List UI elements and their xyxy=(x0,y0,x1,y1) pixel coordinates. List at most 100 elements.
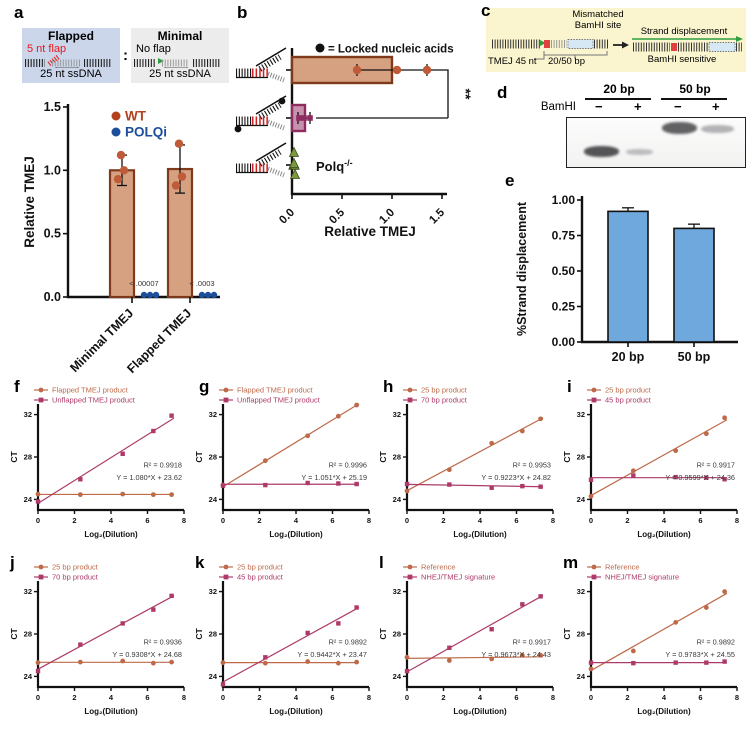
svg-text:45 bp product: 45 bp product xyxy=(605,396,652,405)
data-point xyxy=(520,483,525,489)
data-point xyxy=(673,448,679,454)
svg-text:< .00007: < .00007 xyxy=(129,279,158,288)
flapped-dna-icon xyxy=(236,142,287,178)
panel-h-label: h xyxy=(383,377,394,396)
svg-text:70 bp product: 70 bp product xyxy=(421,396,468,405)
data-point xyxy=(404,481,410,487)
svg-text:8: 8 xyxy=(551,516,555,525)
data-point xyxy=(113,174,123,184)
data-point xyxy=(223,397,229,403)
svg-text:NHEJ/TMEJ signature: NHEJ/TMEJ signature xyxy=(605,573,679,582)
data-point xyxy=(354,659,359,665)
flapped-ssdna-label: 25 nt ssDNA xyxy=(40,68,102,81)
svg-text:Reference: Reference xyxy=(605,563,640,572)
svg-text:6: 6 xyxy=(145,516,149,525)
svg-text:R² = 0.9917: R² = 0.9917 xyxy=(513,638,551,647)
lane-3-minus: − xyxy=(674,99,682,114)
data-point xyxy=(223,564,229,570)
svg-text:24: 24 xyxy=(24,495,33,504)
svg-text:2: 2 xyxy=(441,693,445,702)
ratio-colon: : xyxy=(123,47,128,65)
flapped-substrate-box: Flapped 5 nt flap 25 nt ssDNA xyxy=(22,28,120,84)
polqi-point xyxy=(152,291,160,299)
data-point xyxy=(288,146,300,157)
svg-text:Log₂(Dilution): Log₂(Dilution) xyxy=(269,530,323,539)
data-point xyxy=(296,115,302,121)
data-point xyxy=(392,65,402,75)
lane-4-plus: + xyxy=(712,99,720,114)
data-point xyxy=(489,656,495,662)
svg-text:Y = 0.9308*X + 24.68: Y = 0.9308*X + 24.68 xyxy=(112,650,182,659)
data-point xyxy=(489,440,495,446)
svg-text:32: 32 xyxy=(393,410,401,419)
svg-text:4: 4 xyxy=(478,693,483,702)
data-point xyxy=(35,668,41,674)
svg-text:Y = 0.9783*X + 24.55: Y = 0.9783*X + 24.55 xyxy=(665,650,735,659)
data-point xyxy=(404,654,410,660)
svg-text:Unflapped TMEJ product: Unflapped TMEJ product xyxy=(237,396,321,405)
data-point xyxy=(220,682,226,687)
svg-text:0: 0 xyxy=(36,516,40,525)
lane-2-plus: + xyxy=(634,99,642,114)
svg-text:R² = 0.9918: R² = 0.9918 xyxy=(144,461,182,470)
data-point xyxy=(150,492,156,498)
displaced-duplex-icon xyxy=(632,36,743,52)
qpcr-standard-curve-m: 0 2 4 6 8242832Log₂(Dilution)CTReferenceNHEJ… xyxy=(562,563,739,716)
svg-text:CT: CT xyxy=(562,451,572,463)
svg-text:24: 24 xyxy=(209,495,218,504)
svg-text:20 bp: 20 bp xyxy=(612,350,645,364)
svg-text:24: 24 xyxy=(209,672,218,681)
data-point xyxy=(447,645,452,650)
svg-text:Log₂(Dilution): Log₂(Dilution) xyxy=(84,530,138,539)
data-point xyxy=(220,660,226,666)
svg-text:2: 2 xyxy=(72,693,76,702)
data-point xyxy=(301,115,307,121)
svg-text:Relative TMEJ: Relative TMEJ xyxy=(22,156,37,248)
data-point xyxy=(223,574,229,580)
flapped-title: Flapped xyxy=(47,29,94,43)
svg-text:Unflapped TMEJ product: Unflapped TMEJ product xyxy=(52,396,136,405)
data-point xyxy=(288,157,300,168)
svg-text:4: 4 xyxy=(109,693,114,702)
svg-text:Y = 0.9673*X + 24.43: Y = 0.9673*X + 24.43 xyxy=(481,650,551,659)
data-point xyxy=(673,660,678,665)
svg-text:0: 0 xyxy=(36,693,40,702)
data-point xyxy=(591,387,597,393)
panel-i: i 0 2 4 6 8 24 28 32 Log₂(Dilution) CT 25 bp produ… xyxy=(561,378,743,554)
data-point xyxy=(150,660,156,666)
flapped-dna-icon xyxy=(236,47,287,83)
svg-text:8: 8 xyxy=(367,516,371,525)
data-point xyxy=(263,655,268,660)
svg-text:6: 6 xyxy=(514,516,518,525)
svg-text:1.00: 1.00 xyxy=(552,193,576,207)
svg-text:Y = 1.080*X + 23.62: Y = 1.080*X + 23.62 xyxy=(116,473,182,482)
reaction-arrow-icon xyxy=(613,41,629,49)
data-point xyxy=(305,480,310,486)
svg-text:32: 32 xyxy=(24,410,32,419)
svg-text:Log₂(Dilution): Log₂(Dilution) xyxy=(637,707,691,716)
data-point xyxy=(538,416,543,422)
data-point xyxy=(262,458,268,464)
svg-text:0: 0 xyxy=(221,516,225,525)
minimal-dna-schematic xyxy=(134,58,220,69)
wt-bar xyxy=(108,169,136,299)
svg-text:Flapped TMEJ product: Flapped TMEJ product xyxy=(52,386,129,395)
panel-b-label: b xyxy=(237,3,248,22)
svg-text:28: 28 xyxy=(24,630,32,639)
minimal-title: Minimal xyxy=(157,29,203,43)
polqi-point xyxy=(204,291,212,299)
data-point xyxy=(354,481,359,487)
data-point xyxy=(407,387,413,393)
panel-c: c Mismatched BamHI site Strand displacem… xyxy=(478,0,750,76)
svg-text:0.0: 0.0 xyxy=(277,207,297,227)
data-point xyxy=(407,574,413,580)
data-point xyxy=(404,488,410,494)
data-point xyxy=(673,474,678,480)
svg-text:24: 24 xyxy=(393,495,402,504)
data-point xyxy=(407,564,413,570)
svg-text:4: 4 xyxy=(662,516,667,525)
